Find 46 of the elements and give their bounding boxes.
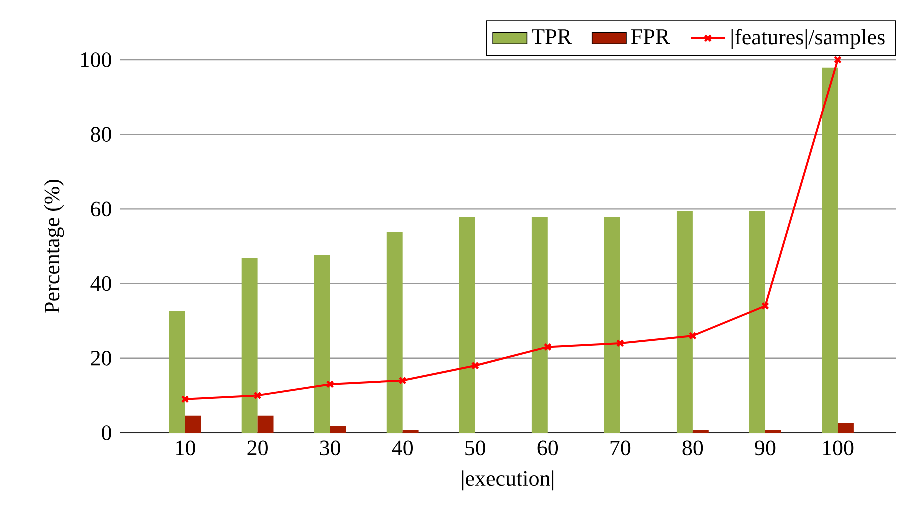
x-axis-title: |execution| <box>462 470 554 491</box>
x-tick-label: 40 <box>392 440 414 456</box>
point <box>254 392 262 400</box>
x-tick-label: 10 <box>176 440 196 456</box>
bar <box>676 211 693 433</box>
bar <box>402 430 419 433</box>
x-tick-label: 100 <box>823 440 854 456</box>
bar <box>242 258 258 433</box>
y-tick-label: 40 <box>90 276 112 292</box>
x-tick-label: 30 <box>320 440 340 456</box>
x-tick-label: 60 <box>538 440 558 456</box>
bar <box>169 311 186 433</box>
bar <box>459 217 476 433</box>
point <box>544 343 552 352</box>
point <box>761 302 770 310</box>
point <box>326 380 334 389</box>
x-tick-label: 20 <box>248 440 268 456</box>
y-tick-label: 20 <box>91 350 112 366</box>
y-axis-title: Percentage (%) <box>44 180 64 314</box>
y-tick-label: 80 <box>91 127 112 142</box>
bar <box>765 430 782 433</box>
point <box>398 376 407 385</box>
legend-label: TPR <box>532 30 572 44</box>
y-tick-label: 100 <box>81 52 112 68</box>
point <box>616 339 624 348</box>
x-tick-label: 80 <box>682 440 704 456</box>
bar <box>386 232 403 433</box>
bar <box>604 217 620 433</box>
bar <box>838 423 854 433</box>
y-tick-label: 60 <box>91 202 112 217</box>
bar <box>314 255 330 433</box>
bar <box>258 416 274 433</box>
bar <box>330 426 346 433</box>
y-tick-label: 0 <box>102 426 112 440</box>
bar <box>822 68 838 433</box>
bar <box>692 430 709 433</box>
legend-label: |features|/samples <box>732 29 885 50</box>
bar <box>185 416 202 433</box>
x-tick-label: 90 <box>755 440 776 456</box>
bar <box>532 217 548 433</box>
point <box>688 332 697 340</box>
point <box>471 362 480 370</box>
x-tick-label: 50 <box>466 440 486 456</box>
bar <box>750 211 766 433</box>
x-tick-label: 70 <box>610 440 631 456</box>
legend-label: FPR <box>632 30 670 44</box>
